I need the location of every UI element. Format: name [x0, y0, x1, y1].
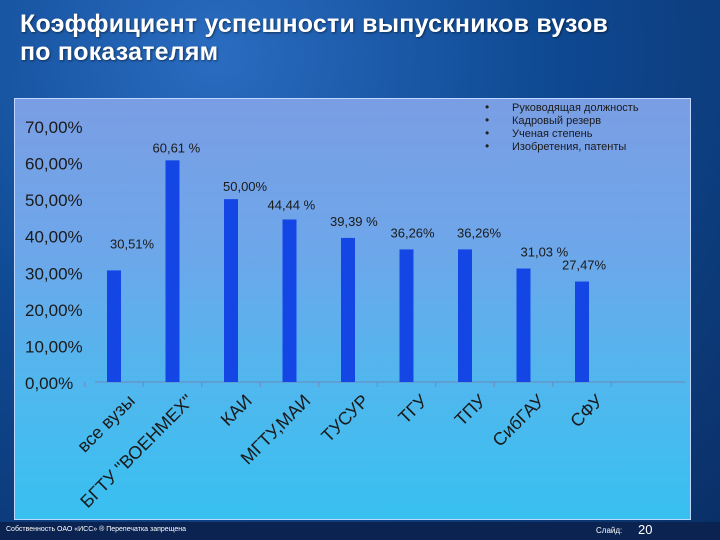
footer-copyright: Собственность ОАО «ИСС» ® Перепечатка за… — [6, 526, 187, 533]
bar — [575, 281, 589, 382]
legend-bullet: • — [485, 139, 489, 153]
bar — [341, 237, 355, 382]
y-tick-label: 50,00% — [25, 191, 83, 210]
data-label: 27,47% — [562, 258, 607, 273]
chart-panel: 0,00% 10,00% 20,00% 30,00% 40,00% 50,00% 60,00… — [14, 98, 691, 520]
legend-entry: Ученая степень — [512, 128, 593, 140]
bar-chart: 0,00% 10,00% 20,00% 30,00% 40,00% 50,00% 60,00… — [25, 100, 685, 512]
x-category-label: СФУ — [566, 390, 607, 431]
y-tick-label: 20,00% — [25, 301, 83, 320]
bar — [458, 249, 472, 382]
footer-slide-label: Слайд: — [596, 526, 623, 535]
data-label: 60,61 % — [153, 140, 201, 155]
slide-title: Коэффициент успешности выпускников вузов… — [20, 10, 700, 66]
y-tick-label: 70,00% — [25, 118, 83, 137]
data-label: 50,00% — [223, 179, 268, 194]
legend-bullet: • — [485, 100, 489, 114]
data-label: 44,44 % — [268, 197, 316, 212]
legend-bullet: • — [485, 113, 489, 127]
y-tick-label: 10,00% — [25, 337, 83, 356]
bar — [282, 219, 297, 382]
title-line-2: по показателям — [20, 38, 219, 66]
legend-entry: Изобретения, патенты — [512, 141, 626, 153]
x-category-label: СибГАУ — [489, 390, 549, 450]
y-tick-label: 40,00% — [25, 228, 83, 247]
data-label: 36,26% — [457, 225, 502, 240]
footer-bar: Собственность ОАО «ИСС» ® Перепечатка за… — [0, 522, 720, 540]
legend-entry: Кадровый резерв — [512, 115, 601, 127]
legend-entry: Руководящая должность — [512, 102, 639, 114]
x-category-label: ТГУ — [394, 390, 431, 427]
bar — [107, 270, 121, 382]
x-category-label: КАИ — [217, 391, 256, 430]
x-category-label: ТПУ — [451, 390, 491, 430]
footer-slide-number: 20 — [638, 522, 653, 537]
data-label: 39,39 % — [330, 214, 378, 229]
y-tick-label: 0,00% — [25, 374, 73, 393]
legend-bullet: • — [485, 126, 489, 140]
title-line-1: Коэффициент успешности выпускников вузов — [20, 10, 609, 38]
y-tick-label: 60,00% — [25, 155, 83, 174]
bar — [399, 249, 414, 382]
x-category-label: ТУСУР — [317, 391, 372, 446]
bar — [516, 268, 531, 382]
data-label: 36,26% — [391, 225, 436, 240]
x-category-label: БГТУ "ВОЕНМЕХ" — [76, 391, 197, 512]
data-label: 31,03 % — [521, 245, 569, 260]
bar — [165, 160, 180, 382]
data-label: 30,51% — [110, 236, 155, 251]
bar — [224, 199, 238, 382]
y-tick-label: 30,00% — [25, 264, 83, 283]
